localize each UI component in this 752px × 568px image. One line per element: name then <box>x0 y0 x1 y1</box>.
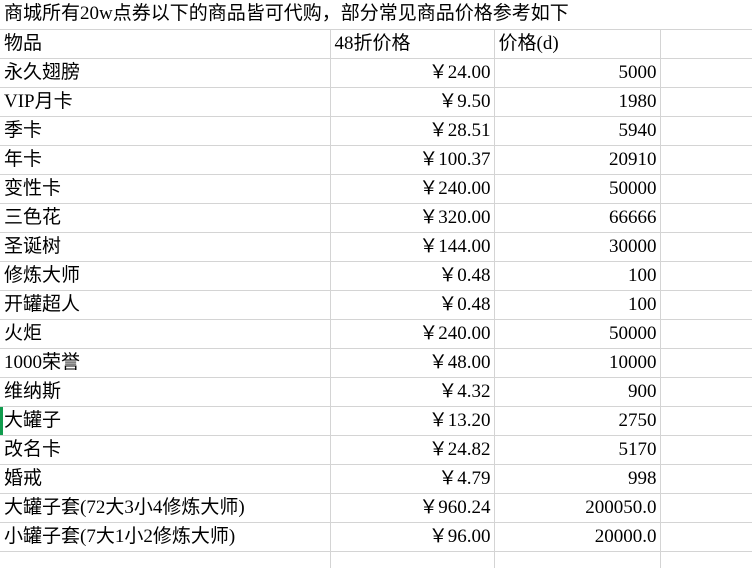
cell-item-name[interactable]: 大罐子套(72大3小4修炼大师) <box>0 493 331 523</box>
cell-item-name[interactable]: 圣诞树 <box>0 232 331 262</box>
cell-item-name[interactable]: 三色花 <box>0 203 331 233</box>
sheet-title[interactable]: 商城所有20w点券以下的商品皆可代购，部分常见商品价格参考如下 <box>0 0 752 30</box>
cell-price-d[interactable]: 50000 <box>494 319 661 349</box>
cell-item-name[interactable]: 开罐超人 <box>0 290 331 320</box>
cell-item-name[interactable]: 维纳斯 <box>0 377 331 407</box>
cell-extra[interactable] <box>660 203 752 233</box>
cell-item-name[interactable]: 火炬 <box>0 319 331 349</box>
table-row: 开罐超人 ￥0.48 100 <box>0 290 752 320</box>
cell-extra[interactable] <box>660 232 752 262</box>
table-row: 季卡 ￥28.51 5940 <box>0 116 752 146</box>
table-row: 婚戒 ￥4.79 998 <box>0 464 752 494</box>
cell-price-d[interactable]: 200050.0 <box>494 493 661 523</box>
table-row: 大罐子 ￥13.20 2750 <box>0 406 752 436</box>
empty-row <box>0 551 752 568</box>
column-header-extra[interactable] <box>660 29 752 59</box>
cell-price-d[interactable]: 30000 <box>494 232 661 262</box>
cell-extra[interactable] <box>660 551 752 568</box>
cell-discount-price[interactable] <box>330 551 495 568</box>
column-header-item[interactable]: 物品 <box>0 29 331 59</box>
cell-extra[interactable] <box>660 348 752 378</box>
cell-discount-price[interactable]: ￥13.20 <box>330 406 495 436</box>
cell-price-d[interactable]: 100 <box>494 290 661 320</box>
cell-price-d[interactable]: 5000 <box>494 58 661 88</box>
cell-extra[interactable] <box>660 145 752 175</box>
cell-discount-price[interactable]: ￥24.82 <box>330 435 495 465</box>
cell-price-d[interactable]: 100 <box>494 261 661 291</box>
cell-price-d[interactable] <box>494 551 661 568</box>
cell-price-d[interactable]: 998 <box>494 464 661 494</box>
cell-item-name[interactable]: 1000荣誉 <box>0 348 331 378</box>
table-row: 小罐子套(7大1小2修炼大师) ￥96.00 20000.0 <box>0 522 752 552</box>
cell-price-d[interactable]: 66666 <box>494 203 661 233</box>
table-row: 火炬 ￥240.00 50000 <box>0 319 752 349</box>
cell-price-d[interactable]: 2750 <box>494 406 661 436</box>
title-row: 商城所有20w点券以下的商品皆可代购，部分常见商品价格参考如下 <box>0 0 752 30</box>
cell-price-d[interactable]: 20000.0 <box>494 522 661 552</box>
table-row: 永久翅膀 ￥24.00 5000 <box>0 58 752 88</box>
table-row: VIP月卡 ￥9.50 1980 <box>0 87 752 117</box>
cell-extra[interactable] <box>660 116 752 146</box>
cell-discount-price[interactable]: ￥96.00 <box>330 522 495 552</box>
cell-discount-price[interactable]: ￥24.00 <box>330 58 495 88</box>
cell-discount-price[interactable]: ￥9.50 <box>330 87 495 117</box>
cell-extra[interactable] <box>660 464 752 494</box>
table-row: 年卡 ￥100.37 20910 <box>0 145 752 175</box>
cell-discount-price[interactable]: ￥0.48 <box>330 290 495 320</box>
cell-price-d[interactable]: 10000 <box>494 348 661 378</box>
cell-item-name[interactable]: 季卡 <box>0 116 331 146</box>
cell-extra[interactable] <box>660 406 752 436</box>
cell-discount-price[interactable]: ￥4.79 <box>330 464 495 494</box>
table-row: 修炼大师 ￥0.48 100 <box>0 261 752 291</box>
table-row: 改名卡 ￥24.82 5170 <box>0 435 752 465</box>
table-row: 1000荣誉 ￥48.00 10000 <box>0 348 752 378</box>
column-header-discount-price[interactable]: 48折价格 <box>330 29 495 59</box>
cell-discount-price[interactable]: ￥0.48 <box>330 261 495 291</box>
cell-item-name[interactable]: 修炼大师 <box>0 261 331 291</box>
cell-extra[interactable] <box>660 290 752 320</box>
cell-discount-price[interactable]: ￥4.32 <box>330 377 495 407</box>
cell-item-name[interactable]: 小罐子套(7大1小2修炼大师) <box>0 522 331 552</box>
table-row: 大罐子套(72大3小4修炼大师) ￥960.24 200050.0 <box>0 493 752 523</box>
cell-discount-price[interactable]: ￥100.37 <box>330 145 495 175</box>
table-row: 维纳斯 ￥4.32 900 <box>0 377 752 407</box>
cell-extra[interactable] <box>660 87 752 117</box>
cell-extra[interactable] <box>660 58 752 88</box>
cell-price-d[interactable]: 900 <box>494 377 661 407</box>
cell-item-name[interactable]: 婚戒 <box>0 464 331 494</box>
table-header-row: 物品 48折价格 价格(d) <box>0 29 752 59</box>
cell-extra[interactable] <box>660 522 752 552</box>
cell-extra[interactable] <box>660 319 752 349</box>
cell-item-name[interactable]: 年卡 <box>0 145 331 175</box>
cell-item-name[interactable] <box>0 551 331 568</box>
cell-discount-price[interactable]: ￥28.51 <box>330 116 495 146</box>
cell-discount-price[interactable]: ￥240.00 <box>330 174 495 204</box>
cell-item-name[interactable]: 变性卡 <box>0 174 331 204</box>
cell-price-d[interactable]: 1980 <box>494 87 661 117</box>
cell-discount-price[interactable]: ￥48.00 <box>330 348 495 378</box>
cell-extra[interactable] <box>660 261 752 291</box>
cell-price-d[interactable]: 50000 <box>494 174 661 204</box>
table-row: 三色花 ￥320.00 66666 <box>0 203 752 233</box>
cell-item-name[interactable]: 改名卡 <box>0 435 331 465</box>
cell-item-name[interactable]: VIP月卡 <box>0 87 331 117</box>
cell-item-name-selected[interactable]: 大罐子 <box>0 406 331 436</box>
cell-discount-price[interactable]: ￥144.00 <box>330 232 495 262</box>
cell-extra[interactable] <box>660 435 752 465</box>
cell-discount-price[interactable]: ￥240.00 <box>330 319 495 349</box>
cell-item-name[interactable]: 永久翅膀 <box>0 58 331 88</box>
cell-price-d[interactable]: 20910 <box>494 145 661 175</box>
cell-price-d[interactable]: 5940 <box>494 116 661 146</box>
cell-extra[interactable] <box>660 493 752 523</box>
column-header-price-d[interactable]: 价格(d) <box>494 29 661 59</box>
cell-discount-price[interactable]: ￥960.24 <box>330 493 495 523</box>
cell-extra[interactable] <box>660 377 752 407</box>
cell-price-d[interactable]: 5170 <box>494 435 661 465</box>
table-row: 圣诞树 ￥144.00 30000 <box>0 232 752 262</box>
cell-extra[interactable] <box>660 174 752 204</box>
cell-discount-price[interactable]: ￥320.00 <box>330 203 495 233</box>
table-row: 变性卡 ￥240.00 50000 <box>0 174 752 204</box>
